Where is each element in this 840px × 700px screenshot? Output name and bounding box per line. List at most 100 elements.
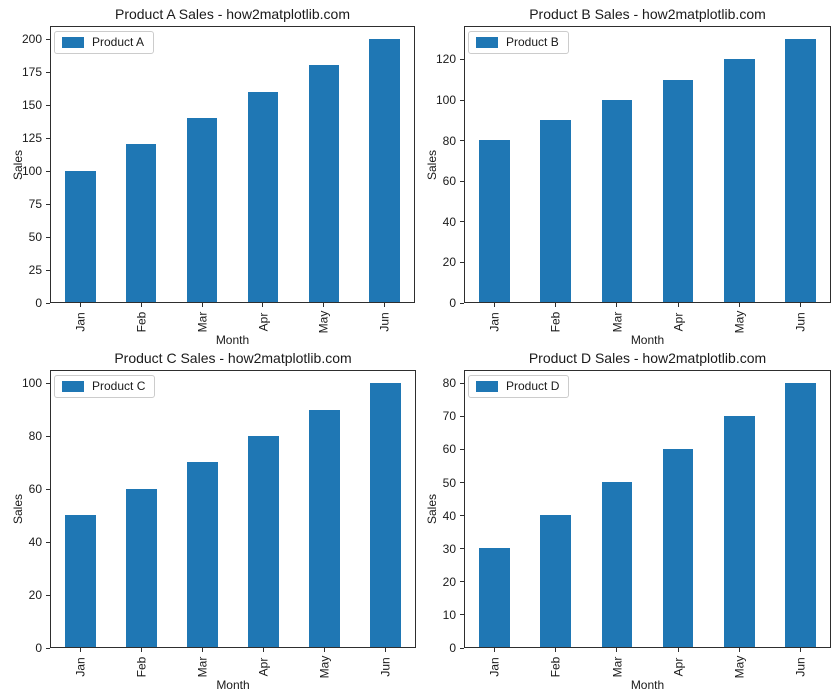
x-tick-mark: [141, 648, 142, 652]
y-tick-label: 0: [449, 641, 456, 655]
chart-title: Product C Sales - how2matplotlib.com: [114, 350, 352, 366]
y-tick-mark: [460, 140, 464, 142]
x-tick-mark: [555, 303, 557, 307]
x-tick-mark: [385, 648, 386, 652]
chart-title: Product D Sales - how2matplotlib.com: [528, 350, 767, 366]
y-tick-label: 25: [28, 263, 42, 278]
bar-mar: [186, 118, 218, 302]
y-tick-label: 0: [35, 296, 42, 310]
bar-may: [723, 59, 755, 302]
bar-may: [723, 416, 755, 647]
bar-jun: [369, 39, 400, 302]
bar-jan: [65, 170, 96, 302]
x-tick-mark: [201, 303, 203, 307]
x-tick-mark: [202, 648, 203, 652]
y-tick-mark: [46, 382, 50, 384]
legend: Product A: [54, 31, 155, 54]
bar-jan: [65, 515, 96, 647]
x-tick-label: Feb: [548, 656, 563, 678]
y-tick-mark: [46, 137, 50, 139]
bar-feb: [540, 515, 572, 647]
subplot-product-b-sales: Product B Sales - how2matplotlib.com Sal…: [420, 0, 840, 350]
x-tick-mark: [324, 648, 325, 652]
x-tick-mark: [494, 648, 496, 652]
x-tick-mark: [799, 648, 801, 652]
y-tick-label: 50: [28, 230, 42, 245]
y-tick-label: 150: [21, 98, 42, 113]
y-tick-label: 100: [21, 376, 42, 391]
y-tick-label: 80: [442, 133, 456, 148]
bar-feb: [126, 144, 157, 302]
y-tick-mark: [46, 203, 50, 205]
y-tick-label: 40: [28, 535, 42, 550]
x-tick-label: Jun: [378, 657, 393, 677]
x-tick-mark: [677, 648, 679, 652]
x-tick-mark: [677, 303, 679, 307]
legend: Product D: [468, 375, 570, 398]
y-tick-mark: [46, 269, 50, 271]
x-tick-label: Feb: [134, 656, 149, 678]
legend-label: Product C: [92, 379, 146, 393]
x-tick-label: Jan: [487, 312, 502, 332]
y-tick-label: 40: [442, 214, 456, 229]
x-tick-mark: [616, 303, 618, 307]
y-tick-mark: [46, 170, 50, 172]
x-tick-label: Jun: [793, 657, 808, 677]
y-tick-mark: [46, 71, 50, 73]
y-tick-label: 40: [442, 508, 456, 523]
bar-mar: [187, 462, 218, 647]
bar-may: [309, 409, 340, 647]
y-tick-label: 75: [28, 197, 42, 212]
x-tick-mark: [738, 648, 740, 652]
y-tick-mark: [460, 58, 464, 60]
y-tick-label: 60: [442, 174, 456, 189]
chart-title: Product A Sales - how2matplotlib.com: [114, 6, 350, 22]
bar-mar: [601, 482, 633, 647]
y-tick-mark: [460, 515, 464, 517]
y-tick-label: 30: [442, 541, 456, 556]
x-tick-label: May: [317, 655, 332, 679]
axes-product-b: [464, 26, 831, 303]
y-tick-mark: [46, 302, 50, 304]
axes-product-d: [464, 370, 831, 648]
x-tick-label: Jun: [793, 312, 808, 332]
x-axis-label: Month: [215, 333, 250, 347]
x-tick-mark: [616, 648, 618, 652]
y-tick-mark: [46, 104, 50, 106]
x-tick-label: Jan: [487, 657, 502, 677]
y-tick-mark: [460, 614, 464, 616]
subplot-product-d-sales: Product D Sales - how2matplotlib.com Sal…: [420, 350, 840, 700]
y-tick-mark: [46, 236, 50, 238]
bar-apr: [248, 435, 279, 647]
x-tick-label: Apr: [255, 312, 270, 332]
bar-may: [308, 65, 339, 302]
y-tick-mark: [46, 435, 50, 437]
x-axis-label: Month: [630, 678, 665, 692]
x-tick-mark: [384, 303, 386, 307]
bar-apr: [662, 449, 694, 647]
y-tick-mark: [460, 548, 464, 550]
x-tick-mark: [738, 303, 740, 307]
y-tick-label: 70: [442, 409, 456, 424]
legend-swatch-icon: [62, 381, 84, 392]
y-tick-label: 120: [435, 52, 456, 67]
y-tick-label: 60: [28, 482, 42, 497]
bar-apr: [662, 79, 694, 302]
y-tick-label: 80: [28, 429, 42, 444]
bar-jun: [370, 383, 401, 647]
legend-swatch-icon: [476, 381, 498, 392]
y-tick-mark: [460, 581, 464, 583]
x-axis-label: Month: [216, 678, 250, 692]
x-tick-mark: [555, 648, 557, 652]
x-tick-label: Mar: [195, 311, 210, 333]
y-tick-mark: [460, 99, 464, 101]
y-tick-label: 20: [28, 588, 42, 603]
y-tick-mark: [46, 38, 50, 40]
y-tick-label: 20: [442, 255, 456, 270]
bar-mar: [601, 99, 633, 302]
bar-feb: [126, 488, 157, 647]
bar-apr: [247, 91, 279, 302]
legend-label: Product B: [506, 35, 559, 49]
y-tick-mark: [460, 261, 464, 263]
x-tick-label: Jun: [377, 312, 392, 332]
